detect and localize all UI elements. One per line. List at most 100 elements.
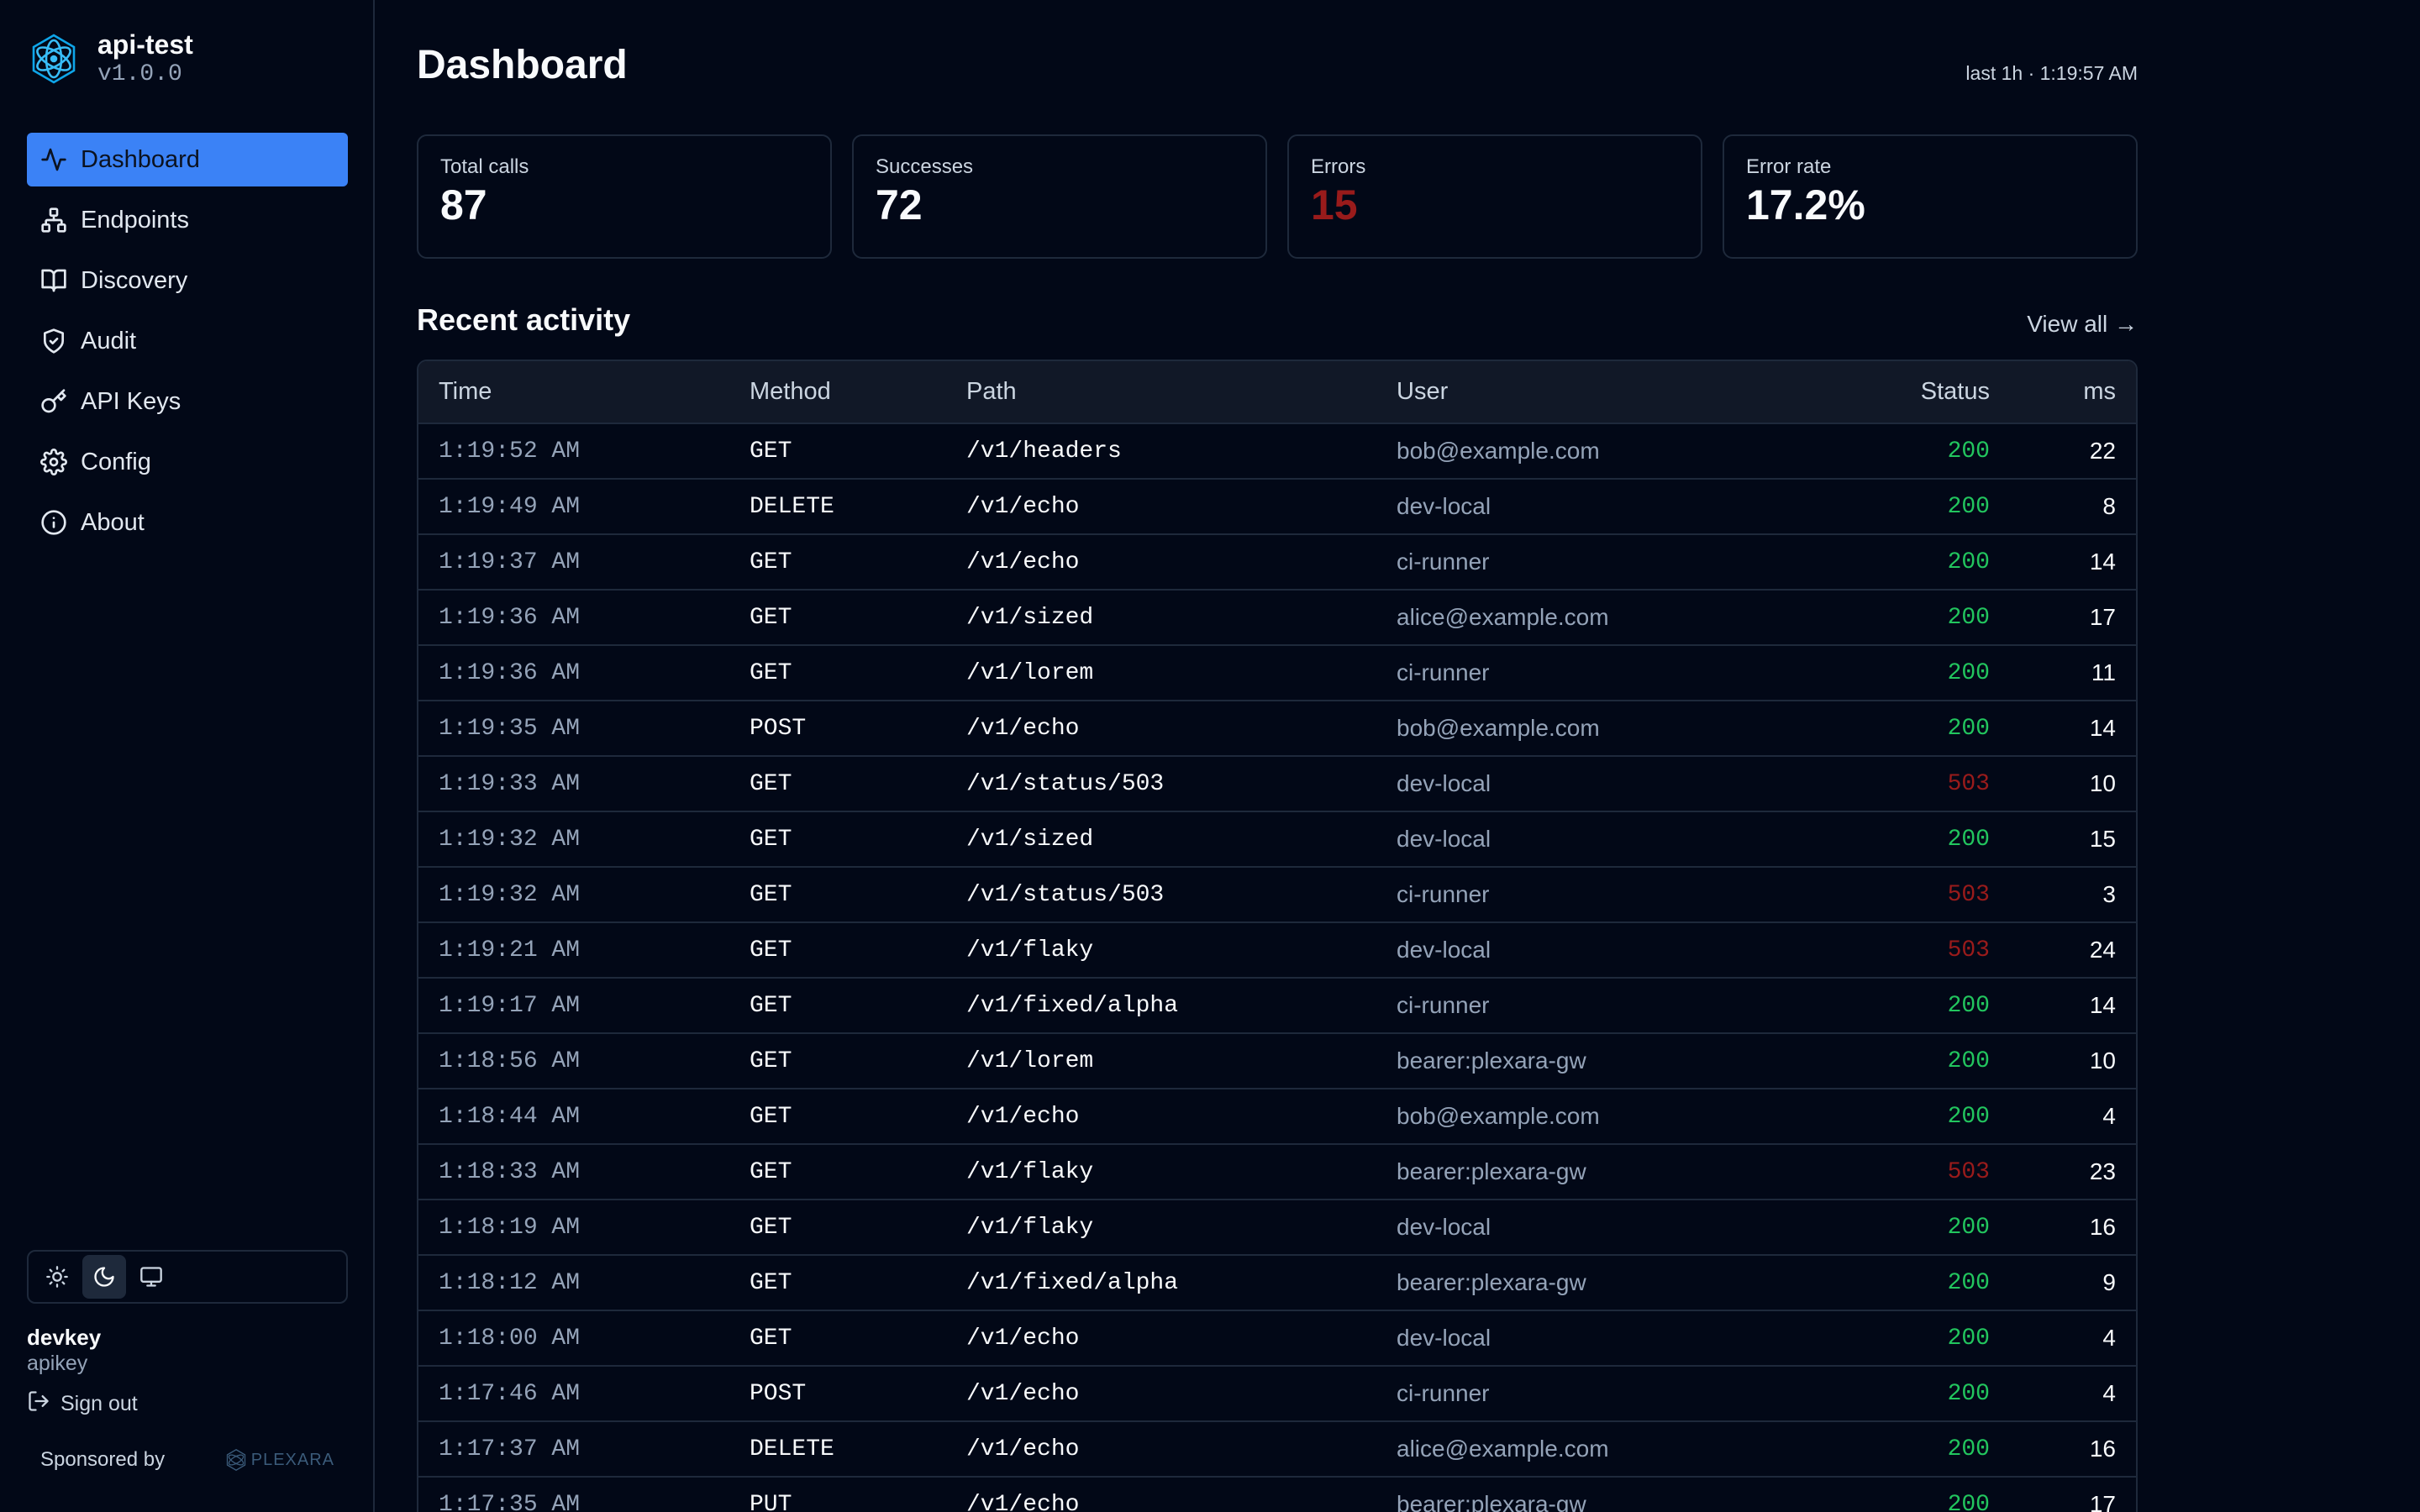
table-row[interactable]: 1:18:56 AM GET/v1/lorem bearer:plexara-gw 2…	[418, 1033, 2136, 1089]
moon-icon[interactable]	[82, 1255, 126, 1299]
monitor-icon[interactable]	[129, 1255, 173, 1299]
signout-button[interactable]: Sign out	[27, 1389, 138, 1419]
table-row[interactable]: 1:18:44 AM GET/v1/echo bob@example.com 200 4	[418, 1089, 2136, 1144]
sun-icon[interactable]	[35, 1255, 79, 1299]
cell-method: GET	[750, 1158, 792, 1185]
sidebar-item-label: Endpoints	[81, 206, 189, 234]
shield-icon	[40, 328, 67, 354]
cell-status: 200	[1947, 1436, 1990, 1462]
cell-time: 1:18:12 AM	[439, 1269, 581, 1296]
cell-time: 1:17:35 AM	[439, 1491, 581, 1512]
cell-method: GET	[750, 549, 792, 575]
cell-ms: 17	[2089, 604, 2116, 630]
column-header-ms[interactable]: ms	[2010, 361, 2136, 424]
cell-user: bob@example.com	[1397, 1103, 1600, 1129]
cell-ms: 10	[2089, 1047, 2116, 1074]
table-row[interactable]: 1:18:12 AM GET/v1/fixed/alpha bearer:plexa…	[418, 1255, 2136, 1310]
cell-ms: 14	[2089, 992, 2116, 1018]
table-row[interactable]: 1:19:52 AM GET/v1/headers bob@example.com 2…	[418, 423, 2136, 479]
cell-time: 1:19:32 AM	[439, 826, 581, 853]
cell-ms: 10	[2089, 770, 2116, 796]
brand[interactable]: api-test v1.0.0	[27, 29, 193, 89]
column-header-method[interactable]: Method	[729, 361, 946, 424]
cell-user: dev-local	[1397, 937, 1491, 963]
cell-user: ci-runner	[1397, 992, 1490, 1018]
cell-time: 1:19:49 AM	[439, 493, 581, 520]
cell-user: alice@example.com	[1397, 604, 1609, 630]
cell-method: POST	[750, 715, 807, 742]
stat-label: Successes	[876, 155, 974, 178]
table-row[interactable]: 1:19:32 AM GET/v1/status/503 ci-runner 503 3	[418, 867, 2136, 922]
cell-status: 200	[1947, 1491, 1990, 1512]
stat-label: Errors	[1311, 155, 1366, 178]
table-row[interactable]: 1:17:35 AM PUT/v1/echo bearer:plexara-gw 20…	[418, 1477, 2136, 1512]
last-updated: last 1h · 1:19:57 AM	[1965, 62, 2138, 84]
table-row[interactable]: 1:19:37 AM GET/v1/echo ci-runner 200 14	[418, 534, 2136, 590]
cell-status: 200	[1947, 659, 1990, 686]
cell-time: 1:19:36 AM	[439, 659, 581, 686]
cell-status: 200	[1947, 826, 1990, 853]
stat-value: 87	[440, 181, 487, 228]
sidebar-nav: Dashboard Endpoints Discovery Audit API …	[27, 133, 348, 556]
cell-time: 1:19:36 AM	[439, 604, 581, 631]
table-header-row: Time Method Path User Status ms	[418, 361, 2136, 424]
cell-method: GET	[750, 1325, 792, 1352]
table-row[interactable]: 1:19:36 AM GET/v1/sized alice@example.com 2…	[418, 590, 2136, 645]
table-row[interactable]: 1:19:17 AM GET/v1/fixed/alpha ci-runner 200…	[418, 978, 2136, 1033]
sidebar-item-endpoints[interactable]: Endpoints	[27, 193, 348, 247]
sidebar-item-about[interactable]: About	[27, 496, 348, 549]
cell-user: bearer:plexara-gw	[1397, 1047, 1586, 1074]
sidebar-item-api-keys[interactable]: API Keys	[27, 375, 348, 428]
cell-status: 200	[1947, 992, 1990, 1019]
table-body: 1:19:52 AM GET/v1/headers bob@example.com 2…	[418, 423, 2136, 1512]
cell-path: /v1/echo	[966, 493, 1080, 520]
sidebar-item-discovery[interactable]: Discovery	[27, 254, 348, 307]
table-row[interactable]: 1:17:37 AM DELETE/v1/echo alice@example.co…	[418, 1421, 2136, 1477]
column-header-status[interactable]: Status	[1842, 361, 2010, 424]
cell-ms: 23	[2089, 1158, 2116, 1184]
table-row[interactable]: 1:17:46 AM POST/v1/echo ci-runner 200 4	[418, 1366, 2136, 1421]
cell-path: /v1/echo	[966, 1491, 1080, 1512]
table-row[interactable]: 1:19:35 AM POST/v1/echo bob@example.com 200…	[418, 701, 2136, 756]
plexara-logo-icon	[226, 1448, 245, 1472]
page-title: Dashboard	[417, 43, 628, 87]
cell-method: GET	[750, 438, 792, 465]
sidebar-item-dashboard[interactable]: Dashboard	[27, 133, 348, 186]
cell-status: 200	[1947, 1269, 1990, 1296]
cell-ms: 15	[2089, 826, 2116, 852]
cell-status: 200	[1947, 1380, 1990, 1407]
recent-activity-title: Recent activity	[417, 302, 631, 337]
cell-ms: 14	[2089, 715, 2116, 741]
column-header-time[interactable]: Time	[418, 361, 729, 424]
cell-method: GET	[750, 992, 792, 1019]
stats-row: Total calls 87 Successes 72 Errors 15 Er…	[417, 134, 2138, 259]
table-row[interactable]: 1:18:33 AM GET/v1/flaky bearer:plexara-gw 5…	[418, 1144, 2136, 1200]
column-header-path[interactable]: Path	[946, 361, 1376, 424]
sponsor-logo[interactable]: PLEXARA	[224, 1448, 334, 1472]
cell-status: 200	[1947, 493, 1990, 520]
table-row[interactable]: 1:19:21 AM GET/v1/flaky dev-local 503 24	[418, 922, 2136, 978]
table-row[interactable]: 1:18:00 AM GET/v1/echo dev-local 200 4	[418, 1310, 2136, 1366]
sidebar-item-config[interactable]: Config	[27, 435, 348, 489]
cell-status: 200	[1947, 1325, 1990, 1352]
cell-method: POST	[750, 1380, 807, 1407]
sidebar-item-audit[interactable]: Audit	[27, 314, 348, 368]
cell-user: ci-runner	[1397, 1380, 1490, 1406]
app-version: v1.0.0	[97, 61, 182, 87]
table-row[interactable]: 1:19:49 AM DELETE/v1/echo dev-local 200 8	[418, 479, 2136, 534]
cell-path: /v1/echo	[966, 1436, 1080, 1462]
stat-card-successes: Successes 72	[852, 134, 1267, 259]
cell-user: bearer:plexara-gw	[1397, 1158, 1586, 1184]
cell-method: DELETE	[750, 493, 834, 520]
cell-status: 200	[1947, 715, 1990, 742]
table-row[interactable]: 1:19:32 AM GET/v1/sized dev-local 200 15	[418, 811, 2136, 867]
column-header-user[interactable]: User	[1376, 361, 1842, 424]
view-all-link[interactable]: View all →	[2027, 311, 2138, 337]
cell-method: PUT	[750, 1491, 792, 1512]
table-row[interactable]: 1:19:36 AM GET/v1/lorem ci-runner 200 11	[418, 645, 2136, 701]
cell-path: /v1/lorem	[966, 659, 1094, 686]
cell-status: 200	[1947, 1214, 1990, 1241]
table-row[interactable]: 1:19:33 AM GET/v1/status/503 dev-local 503 1…	[418, 756, 2136, 811]
table-row[interactable]: 1:18:19 AM GET/v1/flaky dev-local 200 16	[418, 1200, 2136, 1255]
cell-ms: 9	[2102, 1269, 2116, 1295]
